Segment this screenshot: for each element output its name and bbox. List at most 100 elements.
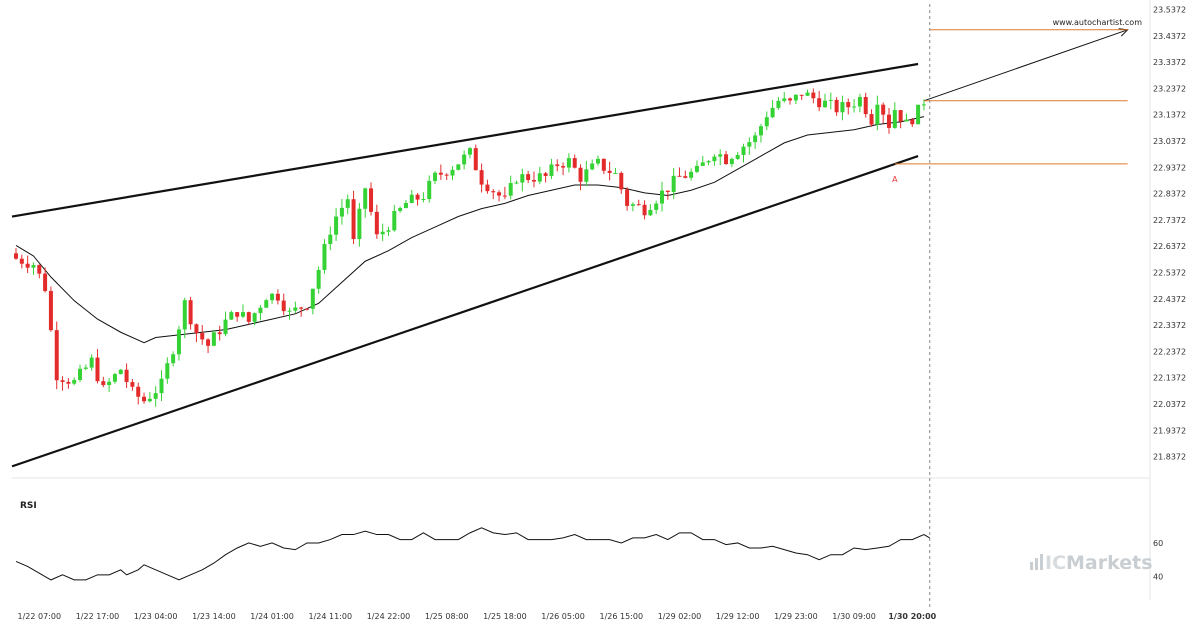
candle-up — [287, 310, 292, 312]
candle-down — [60, 380, 65, 382]
price-tick-label: 22.6372 — [1153, 242, 1186, 251]
candle-up — [793, 94, 798, 101]
time-tick-label: 1/29 23:00 — [774, 612, 818, 621]
candle-down — [246, 312, 251, 322]
candle-down — [607, 170, 612, 173]
price-tick-label: 22.4372 — [1153, 295, 1186, 304]
candle-down — [206, 339, 211, 346]
rsi-tick-label: 40 — [1153, 573, 1163, 582]
time-tick-label: 1/22 17:00 — [76, 612, 120, 621]
price-tick-label: 23.3372 — [1153, 58, 1186, 67]
candle-down — [281, 300, 286, 312]
candle-down — [200, 333, 205, 340]
brand-suffix: Markets — [1066, 552, 1153, 574]
candle-up — [398, 208, 403, 211]
candle-down — [66, 381, 71, 384]
candle-up — [409, 194, 414, 204]
candle-up — [211, 332, 216, 346]
candle-up — [363, 188, 368, 209]
candle-down — [43, 273, 48, 292]
candle-up — [700, 162, 705, 166]
candle-up — [31, 265, 36, 268]
candle-up — [508, 183, 513, 196]
candle-up — [462, 154, 467, 165]
candle-up — [630, 204, 635, 206]
candle-up — [828, 99, 833, 101]
candle-down — [869, 114, 874, 125]
support-line — [11, 154, 919, 468]
time-tick-label: 1/25 18:00 — [483, 612, 527, 621]
candle-up — [857, 96, 862, 107]
candle-up — [147, 398, 152, 402]
candle-up — [403, 203, 408, 209]
candle-down — [910, 119, 915, 125]
candle-up — [78, 368, 83, 380]
candle-up — [921, 104, 926, 106]
candle-up — [310, 288, 315, 309]
candle-up — [852, 106, 857, 108]
candle-down — [846, 102, 851, 108]
candle-up — [89, 357, 94, 368]
candle-up — [566, 158, 571, 168]
candle-down — [194, 324, 199, 334]
candle-up — [467, 148, 472, 155]
candle-down — [625, 189, 630, 206]
candle-up — [694, 165, 699, 172]
moving-average — [15, 116, 925, 344]
candle-up — [537, 173, 542, 182]
candle-down — [374, 211, 379, 235]
candle-up — [747, 142, 752, 147]
candle-up — [258, 307, 263, 314]
candle-down — [863, 96, 868, 115]
candle-up — [240, 312, 245, 317]
candle-up — [590, 163, 595, 170]
candle-up — [654, 203, 659, 210]
rsi-tick-label: 60 — [1153, 539, 1163, 548]
candle-up — [712, 156, 717, 162]
candle-up — [764, 117, 769, 127]
candle-down — [444, 174, 449, 176]
candle-up — [671, 175, 676, 192]
candle-down — [502, 195, 507, 197]
candle-up — [776, 100, 781, 108]
price-tick-label: 22.5372 — [1153, 268, 1186, 277]
rsi-axis: 60 40 — [1153, 539, 1163, 582]
candle-up — [770, 107, 775, 118]
time-tick-label: 1/26 05:00 — [541, 612, 585, 621]
candle-down — [124, 369, 129, 383]
candle-up — [392, 210, 397, 231]
candle-down — [142, 396, 147, 402]
candle-up — [176, 329, 181, 355]
candle-up — [875, 104, 880, 125]
price-tick-label: 22.1372 — [1153, 374, 1186, 383]
candle-down — [543, 173, 548, 176]
price-tick-label: 23.1372 — [1153, 111, 1186, 120]
candle-down — [48, 291, 53, 331]
candle-down — [887, 114, 891, 128]
candle-down — [415, 194, 420, 200]
candle-up — [229, 312, 234, 320]
candle-up — [729, 158, 734, 165]
candle-up — [433, 172, 438, 181]
candle-up — [840, 102, 845, 113]
candle-up — [223, 319, 228, 335]
candle-up — [427, 180, 432, 199]
pattern-lines — [11, 28, 1129, 468]
time-tick-label: 1/24 11:00 — [308, 612, 352, 621]
candle-down — [351, 199, 356, 240]
candle-down — [275, 293, 280, 301]
candle-down — [898, 110, 903, 122]
candle-up — [316, 269, 321, 289]
candle-down — [526, 174, 531, 181]
candle-up — [159, 378, 164, 394]
candle-up — [549, 164, 554, 176]
candle-up — [456, 164, 461, 170]
candle-up — [72, 379, 77, 384]
time-tick-label: 1/25 08:00 — [425, 612, 469, 621]
candle-up — [584, 169, 589, 182]
candle-up — [450, 169, 455, 176]
candle-up — [718, 154, 723, 157]
candle-up — [782, 98, 787, 101]
candle-up — [252, 313, 257, 322]
time-tick-label: 1/22 07:00 — [17, 612, 61, 621]
